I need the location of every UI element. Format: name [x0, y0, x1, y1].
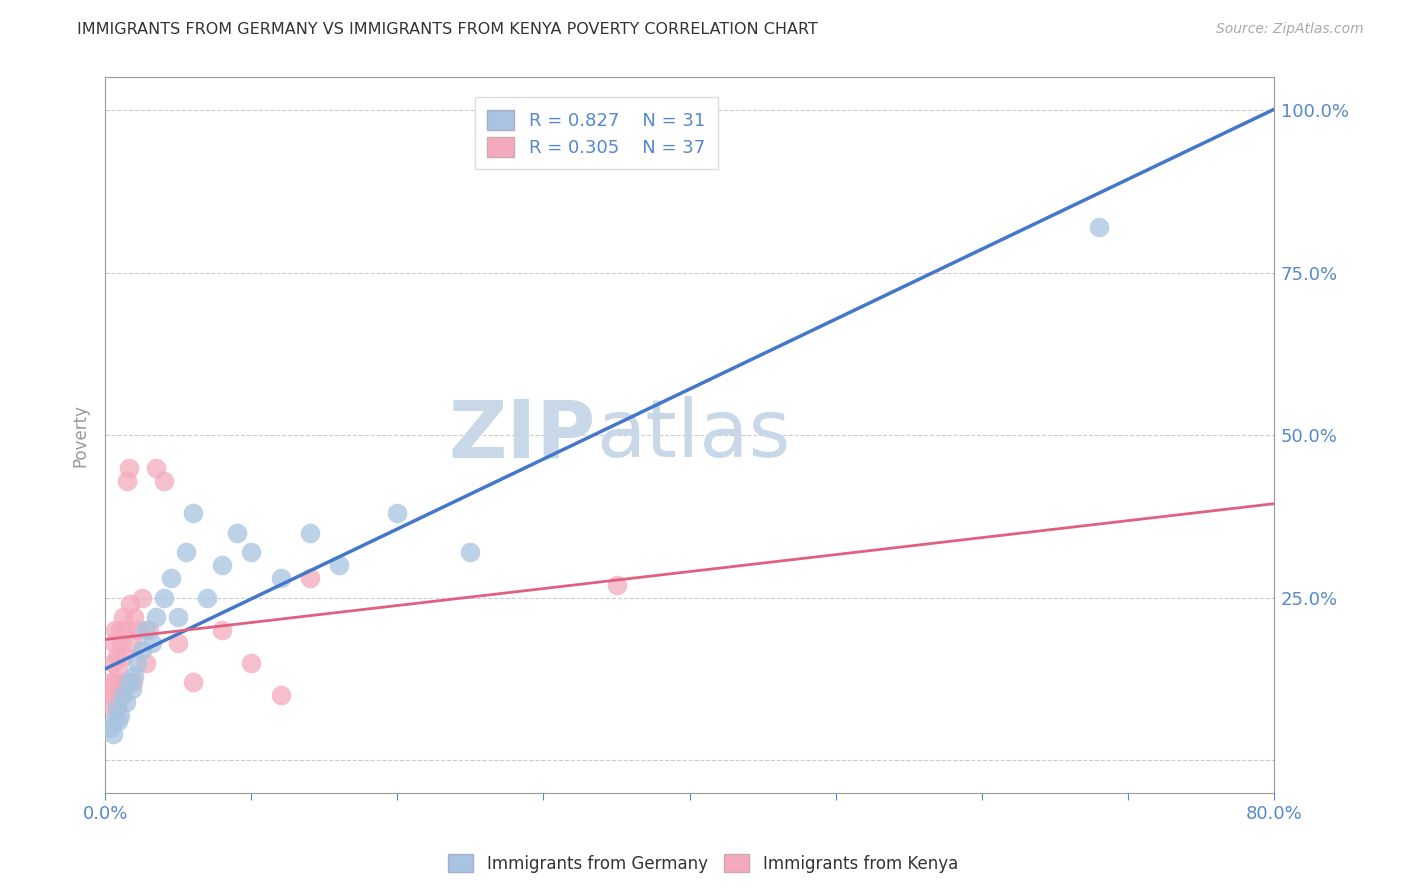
Point [240, 545, 263, 559]
Text: IMMIGRANTS FROM GERMANY VS IMMIGRANTS FROM KENYA POVERTY CORRELATION CHART: IMMIGRANTS FROM GERMANY VS IMMIGRANTS FR… [77, 22, 818, 37]
Point [108, 707, 131, 722]
Point [298, 571, 321, 585]
Y-axis label: Poverty: Poverty [72, 404, 89, 467]
Point [131, 643, 153, 657]
Point [152, 474, 174, 488]
Point [98, 721, 121, 735]
Point [114, 624, 136, 638]
Point [111, 675, 134, 690]
Point [110, 636, 132, 650]
Point [104, 624, 127, 638]
Point [98, 689, 121, 703]
Point [111, 689, 134, 703]
Point [460, 545, 482, 559]
Point [115, 474, 138, 488]
Point [174, 545, 197, 559]
Point [122, 675, 145, 690]
Point [152, 591, 174, 605]
Point [103, 714, 125, 729]
Point [211, 558, 233, 573]
Point [101, 656, 124, 670]
Point [181, 675, 204, 690]
Point [107, 662, 129, 676]
Point [270, 689, 292, 703]
Point [108, 689, 131, 703]
Point [103, 689, 125, 703]
Point [111, 610, 134, 624]
Point [387, 506, 409, 520]
Point [145, 610, 167, 624]
Point [103, 636, 125, 650]
Point [107, 714, 129, 729]
Point [104, 675, 127, 690]
Legend: R = 0.827    N = 31, R = 0.305    N = 37: R = 0.827 N = 31, R = 0.305 N = 37 [474, 97, 717, 169]
Point [605, 578, 627, 592]
Legend: Immigrants from Germany, Immigrants from Kenya: Immigrants from Germany, Immigrants from… [441, 847, 965, 880]
Point [270, 571, 292, 585]
Point [135, 656, 157, 670]
Point [105, 701, 128, 715]
Point [1087, 220, 1109, 235]
Point [121, 636, 143, 650]
Text: atlas: atlas [596, 396, 790, 475]
Point [105, 649, 128, 664]
Point [127, 624, 149, 638]
Point [105, 701, 128, 715]
Point [100, 675, 122, 690]
Point [197, 591, 219, 605]
Point [135, 624, 157, 638]
Point [118, 598, 141, 612]
Point [141, 636, 163, 650]
Point [124, 610, 146, 624]
Text: Source: ZipAtlas.com: Source: ZipAtlas.com [1216, 22, 1364, 37]
Point [167, 610, 190, 624]
Point [117, 460, 139, 475]
Point [112, 649, 135, 664]
Point [108, 624, 131, 638]
Point [124, 669, 146, 683]
Point [328, 558, 350, 573]
Point [167, 636, 190, 650]
Point [117, 675, 139, 690]
Point [101, 727, 124, 741]
Point [131, 591, 153, 605]
Point [145, 460, 167, 475]
Point [121, 681, 143, 696]
Point [181, 506, 204, 520]
Point [240, 656, 263, 670]
Point [127, 656, 149, 670]
Point [114, 695, 136, 709]
Text: ZIP: ZIP [449, 396, 596, 475]
Point [101, 701, 124, 715]
Point [298, 525, 321, 540]
Point [225, 525, 247, 540]
Point [138, 624, 160, 638]
Point [211, 624, 233, 638]
Point [160, 571, 183, 585]
